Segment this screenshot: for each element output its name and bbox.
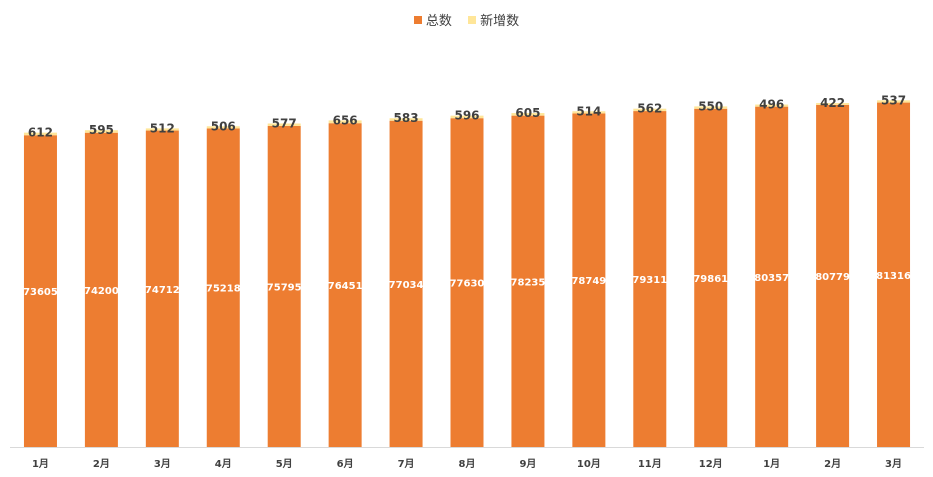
bar-total <box>694 108 728 447</box>
bar-new <box>328 120 362 124</box>
legend-swatch-new <box>468 15 477 24</box>
data-label-total: 79311 <box>632 275 667 286</box>
x-tick-label: 3月 <box>154 458 171 470</box>
bar-new <box>816 103 850 105</box>
data-label-new: 512 <box>150 121 175 135</box>
bar-total <box>267 125 301 447</box>
bar-new <box>84 130 118 133</box>
bar-new <box>145 128 179 131</box>
legend-label-total: 总数 <box>425 14 452 29</box>
bar-total <box>389 120 423 448</box>
bar-total <box>633 111 667 447</box>
bar-new <box>206 126 240 129</box>
data-label-total: 79861 <box>693 274 728 285</box>
data-label-new: 583 <box>394 111 419 125</box>
bar-new <box>23 132 57 136</box>
bar-new <box>633 108 667 112</box>
data-label-total: 76451 <box>328 281 363 292</box>
data-label-total: 77630 <box>450 279 485 290</box>
data-label-total: 81316 <box>876 271 911 282</box>
data-label-new: 577 <box>272 117 297 131</box>
legend-label-new: 新增数 <box>480 14 520 29</box>
data-label-total: 75218 <box>206 284 241 295</box>
bar-total <box>84 132 118 447</box>
x-tick-label: 5月 <box>276 458 293 470</box>
data-label-new: 656 <box>333 113 358 127</box>
bar-total <box>23 135 57 447</box>
x-tick-label: 10月 <box>577 458 601 470</box>
data-label-total: 74200 <box>84 286 119 297</box>
bar-total <box>755 106 789 447</box>
data-label-total: 74712 <box>145 285 180 296</box>
data-label-new: 612 <box>28 126 53 140</box>
bar-new <box>877 100 911 103</box>
data-label-new: 550 <box>698 99 723 113</box>
data-label-total: 78749 <box>571 276 606 287</box>
x-tick-label: 1月 <box>763 458 780 470</box>
bar-total <box>877 102 911 448</box>
data-label-total: 80357 <box>754 273 789 284</box>
x-tick-label: 2月 <box>824 458 841 470</box>
data-label-new: 562 <box>637 102 662 116</box>
x-tick-label: 3月 <box>885 458 902 470</box>
x-tick-label: 9月 <box>519 458 536 470</box>
bar-new <box>694 106 728 109</box>
data-label-total: 73605 <box>23 287 58 298</box>
bar-new <box>511 113 545 116</box>
x-tick-label: 8月 <box>459 458 476 470</box>
data-label-new: 496 <box>759 98 784 112</box>
legend-swatch-total <box>413 15 422 24</box>
x-tick-label: 7月 <box>398 458 415 470</box>
bar-total <box>145 130 179 447</box>
bar-total <box>511 115 545 448</box>
bar-new <box>755 104 789 107</box>
bar-total <box>816 104 850 447</box>
data-label-total: 75795 <box>267 282 302 293</box>
bar-total <box>206 128 240 447</box>
x-tick-label: 4月 <box>215 458 232 470</box>
x-tick-label: 6月 <box>337 458 354 470</box>
bar-new <box>389 118 423 121</box>
data-label-total: 80779 <box>815 272 850 283</box>
data-label-new: 595 <box>89 123 114 137</box>
data-label-new: 537 <box>881 93 906 107</box>
x-tick-label: 12月 <box>699 458 723 470</box>
data-label-new: 596 <box>454 109 479 123</box>
x-tick-label: 11月 <box>638 458 662 470</box>
data-label-new: 506 <box>211 119 236 133</box>
data-label-total: 77034 <box>389 280 424 291</box>
bar-total <box>572 113 606 447</box>
data-label-new: 605 <box>515 106 540 120</box>
legend: 总数 新增数 <box>0 10 933 29</box>
data-label-new: 422 <box>820 96 845 110</box>
data-label-total: 78235 <box>511 277 546 288</box>
x-tick-label: 2月 <box>93 458 110 470</box>
bar-total <box>328 123 362 447</box>
legend-item-new: 新增数 <box>468 10 519 29</box>
data-label-new: 514 <box>576 104 601 118</box>
bar-new <box>450 115 484 119</box>
bar-total <box>450 118 484 447</box>
bar-new <box>267 123 301 126</box>
legend-item-total: 总数 <box>413 10 452 29</box>
x-tick-label: 1月 <box>32 458 49 470</box>
bar-new <box>572 111 606 114</box>
